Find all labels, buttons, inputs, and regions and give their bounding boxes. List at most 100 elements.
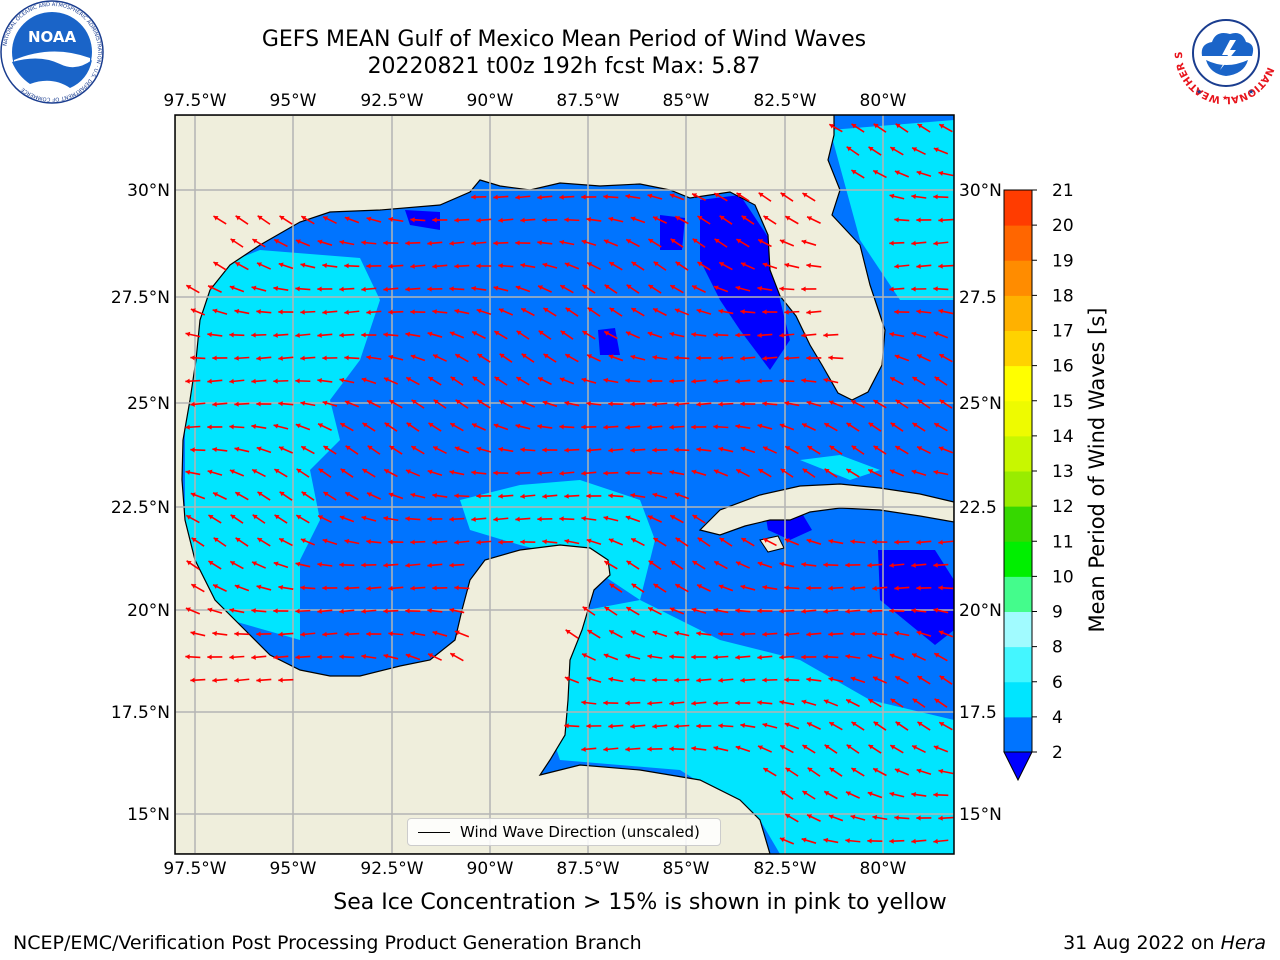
wave-arrow-head (647, 331, 653, 337)
wave-arrow-head (190, 677, 195, 683)
wave-arrow-head (450, 376, 456, 382)
wave-arrow-head (674, 723, 679, 729)
wave-arrow-head (917, 123, 923, 129)
wave-arrow-head (318, 468, 324, 474)
wave-arrow-head (543, 308, 549, 313)
wave-arrow-head (383, 377, 389, 383)
wave-arrow-head (339, 608, 344, 614)
lat-tick-right: 25°N (959, 394, 1002, 414)
wave-arrow-head (411, 446, 417, 451)
wave-arrow-head (454, 446, 460, 452)
wave-arrow-head (212, 677, 217, 683)
lat-tick-right: 22.5 (959, 498, 997, 518)
wave-arrow-head (449, 286, 454, 292)
wave-arrow-head (713, 745, 719, 751)
wave-arrow-head (339, 239, 345, 245)
lon-tick-top: 90°W (467, 91, 514, 111)
wave-arrow-head (784, 355, 789, 361)
wave-arrow-head (234, 446, 240, 452)
wave-arrow-head (300, 585, 305, 591)
wave-arrow-head (872, 585, 877, 591)
wave-arrow-head (762, 446, 768, 452)
wave-arrow-head (713, 654, 718, 660)
wave-arrow-head (300, 262, 306, 268)
wave-arrow-head (581, 194, 586, 200)
wave-arrow-head (256, 584, 262, 590)
wave-arrow-head (916, 170, 922, 176)
wave-arrow-head (873, 721, 879, 727)
wave-arrow-head (939, 722, 945, 727)
wave-arrow-head (696, 631, 701, 637)
wave-arrow-head (889, 469, 895, 475)
wave-arrow-head (670, 515, 676, 520)
colorbar-segment (1004, 330, 1032, 367)
wave-arrow-head (295, 378, 300, 384)
wave-arrow-head (234, 584, 240, 590)
wave-arrow-head (779, 423, 785, 429)
wave-arrow-head (405, 516, 410, 522)
wave-arrow-head (763, 215, 769, 221)
wave-arrow-head (648, 560, 654, 566)
wave-arrow-head (559, 377, 565, 383)
colorbar-tick-label: 20 (1052, 216, 1074, 236)
wave-arrow-head (735, 423, 741, 430)
wave-arrow-head (714, 238, 720, 244)
wave-arrow-head (801, 239, 807, 245)
wave-arrow-head (322, 585, 327, 591)
wave-arrow-head (625, 378, 630, 384)
wave-arrow-head (251, 608, 256, 614)
wave-arrow-head (626, 560, 632, 566)
footer-date: 31 Aug 2022 on Hera (1063, 932, 1266, 954)
wave-arrow-head (630, 401, 635, 407)
wave-arrow-head (669, 331, 675, 337)
wave-arrow-head (718, 631, 723, 637)
wave-arrow-head (581, 424, 586, 430)
wave-arrow-head (521, 308, 527, 313)
map-legend: Wind Wave Direction (unscaled) (407, 818, 721, 846)
wave-arrow-head (565, 629, 571, 635)
wave-arrow-head (784, 677, 789, 683)
wave-arrow-head (894, 815, 899, 821)
wave-arrow-head (674, 677, 679, 683)
wave-arrow-head (565, 307, 571, 313)
wave-arrow-head (652, 677, 657, 683)
wave-arrow-head (339, 654, 344, 660)
wave-arrow-head (631, 583, 637, 589)
wave-arrow-head (454, 630, 460, 636)
wave-arrow-head (851, 123, 857, 129)
wave-arrow-head (652, 354, 658, 361)
wave-arrow-head (295, 561, 301, 567)
wave-arrow-head (934, 376, 940, 382)
wave-arrow-head (718, 401, 723, 407)
wave-arrow-head (278, 446, 284, 452)
wave-arrow-head (207, 654, 212, 660)
wave-arrow-head (581, 377, 587, 383)
wave-arrow-head (586, 723, 591, 729)
wave-arrow-head (735, 654, 740, 660)
footer-host: Hera (1220, 932, 1266, 954)
wave-arrow-head (829, 124, 835, 129)
wave-arrow-head (851, 721, 857, 727)
wave-arrow-head (719, 215, 725, 221)
wave-arrow-head (736, 469, 742, 474)
lat-tick-left: 27.5°N (111, 288, 170, 308)
svg-text:★: ★ (1222, 94, 1228, 102)
wave-arrow-head (344, 538, 350, 544)
map-area (175, 115, 954, 854)
wave-arrow-head (273, 285, 279, 292)
wave-arrow-head (779, 378, 784, 384)
wave-arrow-head (449, 331, 455, 337)
wave-arrow-head (538, 330, 544, 336)
wave-arrow-head (476, 493, 481, 499)
wave-region-caribbean-cyan (540, 600, 954, 854)
wave-arrow-head (736, 239, 742, 244)
wave-arrow-head (317, 654, 322, 660)
wave-arrow-head (762, 722, 768, 728)
wave-arrow-head (653, 261, 659, 267)
wave-arrow-head (806, 355, 811, 361)
wave-arrow-head (894, 217, 899, 223)
wave-arrow-head (917, 354, 923, 359)
wave-arrow-head (432, 630, 438, 636)
wave-arrow-head (471, 516, 476, 522)
